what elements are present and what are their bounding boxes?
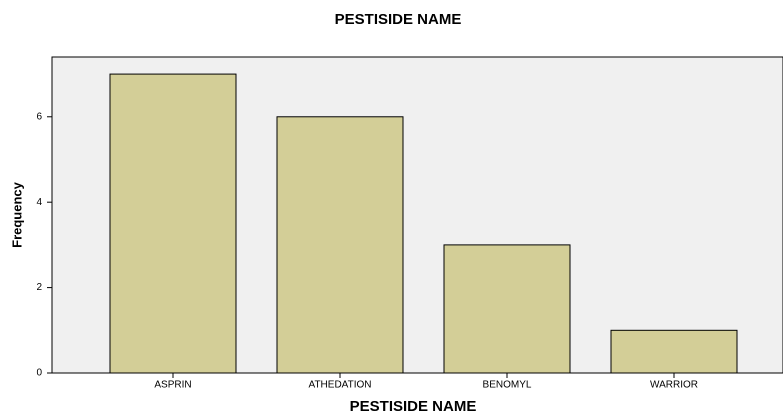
bar xyxy=(610,329,738,374)
bar xyxy=(109,73,237,374)
bar xyxy=(276,116,404,374)
y-tick-label: 4 xyxy=(36,197,42,208)
y-tick-label: 0 xyxy=(36,368,42,379)
bar xyxy=(443,244,571,374)
x-axis-label: PESTISIDE NAME xyxy=(350,398,477,415)
x-tick-label: WARRIOR xyxy=(650,380,698,391)
y-axis-label: Frequency xyxy=(9,181,24,248)
x-tick-label: ASPRIN xyxy=(154,380,191,391)
x-tick-label: BENOMYL xyxy=(483,380,532,391)
y-tick-label: 2 xyxy=(36,282,42,293)
x-tick-label: ATHEDATION xyxy=(309,380,372,391)
y-tick-label: 6 xyxy=(36,111,42,122)
chart-title: PESTISIDE NAME xyxy=(335,11,462,28)
